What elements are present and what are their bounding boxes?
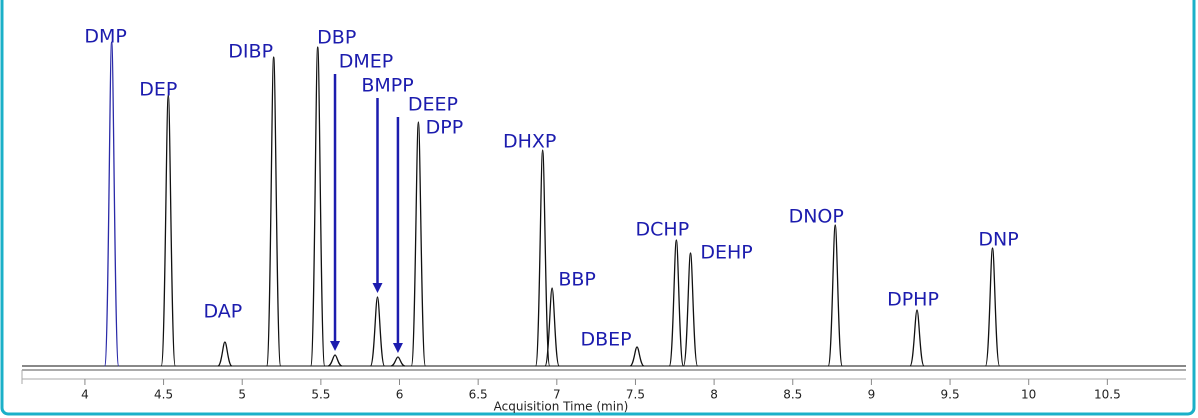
arrow-head bbox=[372, 283, 383, 293]
peak-label: DIBP bbox=[228, 41, 273, 63]
x-tick-label: 6.5 bbox=[469, 388, 488, 402]
peak-label: DEHP bbox=[700, 242, 752, 264]
peak bbox=[217, 341, 233, 367]
peak bbox=[909, 309, 925, 367]
peak-label: DBEP bbox=[580, 329, 631, 351]
peak-label: DPHP bbox=[887, 289, 939, 311]
x-tick-label: 5 bbox=[238, 388, 246, 402]
peak bbox=[160, 94, 176, 367]
peak bbox=[265, 56, 282, 367]
peak-label: DEP bbox=[139, 79, 177, 101]
x-tick-label: 6 bbox=[396, 388, 404, 402]
x-tick-label: 7 bbox=[553, 388, 561, 402]
x-axis-title: Acquisition Time (min) bbox=[494, 400, 629, 414]
x-tick-label: 4 bbox=[81, 388, 89, 402]
peak-label: DNP bbox=[978, 229, 1018, 251]
peak bbox=[390, 356, 406, 367]
x-tick-label: 5.5 bbox=[311, 388, 330, 402]
peak bbox=[668, 239, 685, 367]
peak-label: DMEP bbox=[339, 51, 394, 73]
arrow-head bbox=[330, 341, 341, 351]
peak bbox=[984, 247, 1001, 367]
peak-label: DMP bbox=[84, 26, 126, 48]
peak bbox=[682, 252, 699, 367]
peak-label: DNOP bbox=[789, 206, 844, 228]
arrow-head bbox=[392, 343, 403, 353]
peak-label: DAP bbox=[204, 301, 243, 323]
x-tick-label: 10 bbox=[1021, 388, 1036, 402]
x-tick-label: 10.5 bbox=[1094, 388, 1121, 402]
peak-label: DHXP bbox=[503, 131, 556, 153]
peak-label: DBP bbox=[317, 27, 356, 49]
x-tick-label: 9.5 bbox=[941, 388, 960, 402]
x-tick-label: 9 bbox=[868, 388, 876, 402]
peak bbox=[327, 354, 343, 367]
peak bbox=[369, 296, 386, 367]
peak bbox=[103, 41, 120, 367]
peak bbox=[544, 287, 560, 367]
x-tick-label: 8 bbox=[710, 388, 718, 402]
x-tick-label: 7.5 bbox=[626, 388, 645, 402]
peak bbox=[410, 121, 427, 367]
peak-label: DCHP bbox=[636, 219, 690, 241]
peak-label: BMPP bbox=[361, 75, 413, 97]
peak bbox=[310, 46, 326, 367]
peak-label: BBP bbox=[558, 269, 596, 291]
x-tick-label: 4.5 bbox=[154, 388, 173, 402]
peak bbox=[827, 224, 843, 367]
peak-label: DPP bbox=[426, 117, 464, 139]
peak-label: DEEP bbox=[408, 94, 458, 116]
peak bbox=[629, 346, 645, 367]
x-tick-label: 8.5 bbox=[783, 388, 802, 402]
peak bbox=[534, 149, 551, 367]
